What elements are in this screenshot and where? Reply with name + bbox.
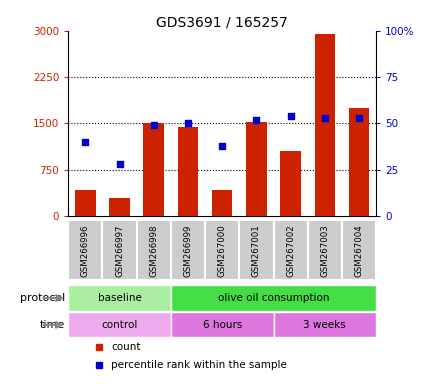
Bar — [205, 220, 239, 280]
Text: GSM267004: GSM267004 — [355, 224, 363, 277]
Point — [356, 115, 363, 121]
Text: count: count — [111, 342, 141, 352]
Point — [321, 115, 328, 121]
Bar — [274, 312, 376, 338]
Text: olive oil consumption: olive oil consumption — [218, 293, 329, 303]
Text: GSM266998: GSM266998 — [149, 224, 158, 277]
Point — [116, 161, 123, 167]
Point — [287, 113, 294, 119]
Title: GDS3691 / 165257: GDS3691 / 165257 — [156, 16, 288, 30]
Text: protocol: protocol — [20, 293, 65, 303]
Text: GSM266997: GSM266997 — [115, 224, 124, 277]
Bar — [137, 220, 171, 280]
Bar — [75, 190, 95, 216]
Bar — [109, 198, 130, 216]
Bar — [246, 122, 267, 216]
Bar — [103, 220, 137, 280]
Text: control: control — [101, 320, 138, 330]
Text: GSM266996: GSM266996 — [81, 224, 90, 277]
Bar — [68, 285, 171, 311]
Point — [219, 143, 226, 149]
Bar — [68, 220, 103, 280]
Point — [184, 121, 191, 127]
Text: GSM266999: GSM266999 — [183, 224, 192, 276]
Text: GSM267001: GSM267001 — [252, 224, 261, 277]
Point — [82, 139, 89, 145]
Bar — [68, 312, 171, 338]
Text: 3 weeks: 3 weeks — [304, 320, 346, 330]
Text: GSM267002: GSM267002 — [286, 224, 295, 277]
Text: time: time — [40, 320, 65, 330]
Bar — [171, 220, 205, 280]
Bar — [143, 124, 164, 216]
Text: baseline: baseline — [98, 293, 142, 303]
Bar — [308, 220, 342, 280]
Bar — [349, 108, 369, 216]
Bar — [212, 190, 232, 216]
Bar — [178, 127, 198, 216]
Bar — [342, 220, 376, 280]
Text: 6 hours: 6 hours — [202, 320, 242, 330]
Bar — [315, 34, 335, 216]
Bar — [239, 220, 274, 280]
Point — [150, 122, 157, 128]
Text: percentile rank within the sample: percentile rank within the sample — [111, 360, 287, 370]
Bar — [171, 285, 376, 311]
Bar — [171, 312, 274, 338]
Bar — [274, 220, 308, 280]
Text: GSM267003: GSM267003 — [320, 224, 330, 277]
Text: GSM267000: GSM267000 — [218, 224, 227, 277]
Bar — [280, 151, 301, 216]
Point — [253, 117, 260, 123]
